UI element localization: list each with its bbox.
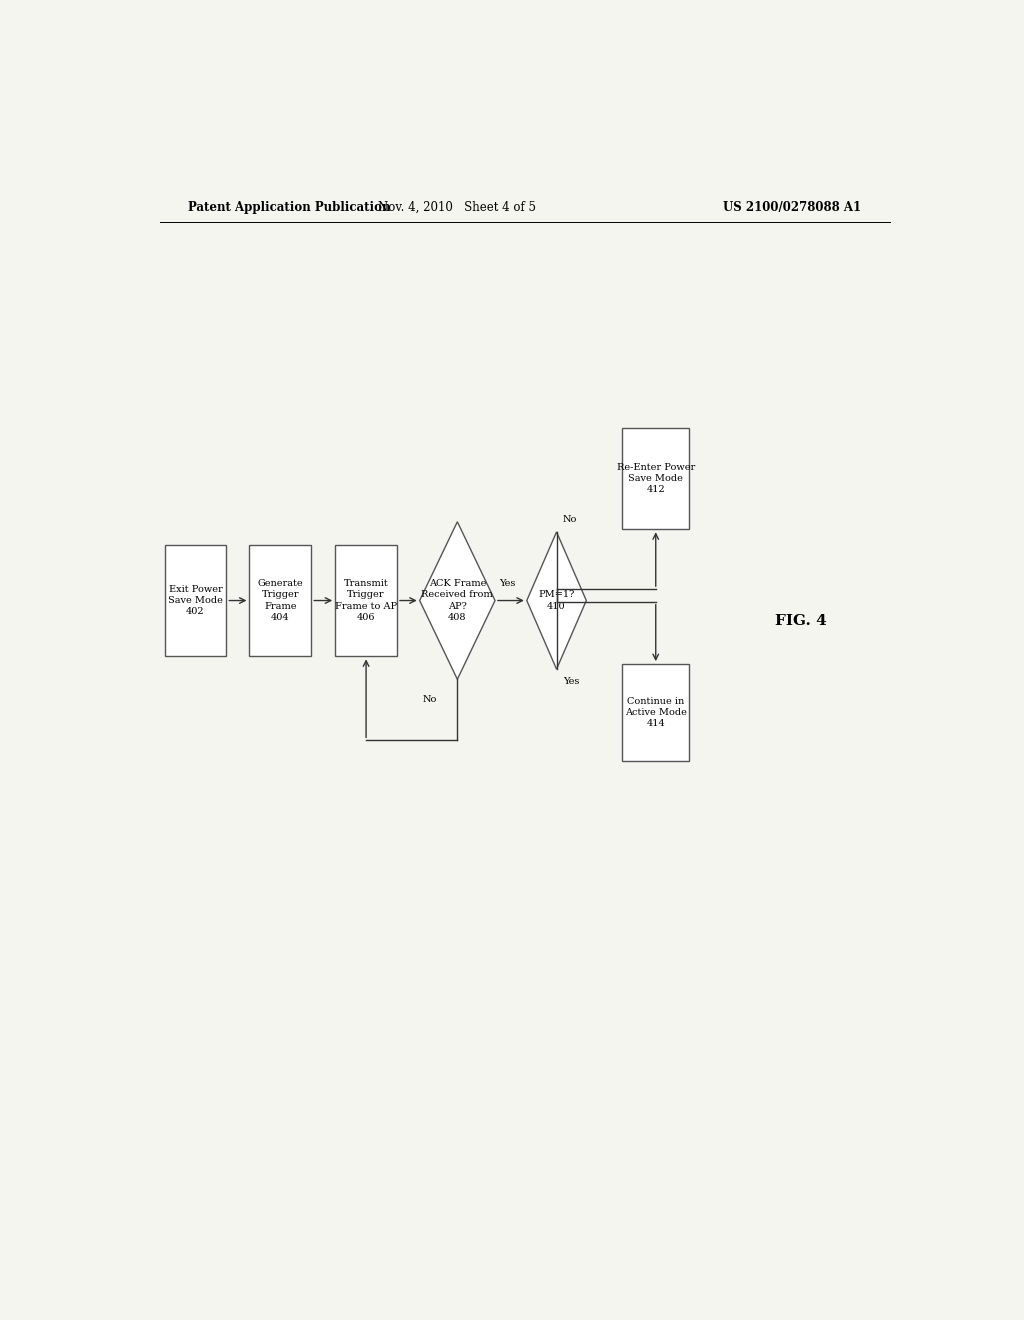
Bar [335, 545, 397, 656]
Text: Generate
Trigger
Frame
404: Generate Trigger Frame 404 [258, 579, 303, 622]
Text: US 2100/0278088 A1: US 2100/0278088 A1 [723, 201, 861, 214]
Text: Yes: Yes [499, 579, 515, 589]
Text: Transmit
Trigger
Frame to AP
406: Transmit Trigger Frame to AP 406 [335, 579, 397, 622]
Text: ACK Frame
Received from
AP?
408: ACK Frame Received from AP? 408 [422, 579, 494, 622]
Text: Exit Power
Save Mode
402: Exit Power Save Mode 402 [168, 585, 223, 616]
Bar [165, 545, 226, 656]
Bar [250, 545, 311, 656]
Text: Nov. 4, 2010   Sheet 4 of 5: Nov. 4, 2010 Sheet 4 of 5 [378, 201, 537, 214]
Text: Patent Application Publication: Patent Application Publication [187, 201, 390, 214]
Bar [622, 664, 689, 760]
Text: FIG. 4: FIG. 4 [775, 614, 826, 628]
Text: Yes: Yes [563, 677, 580, 686]
Text: No: No [563, 515, 578, 524]
Text: Re-Enter Power
Save Mode
412: Re-Enter Power Save Mode 412 [616, 463, 695, 494]
Text: Continue in
Active Mode
414: Continue in Active Mode 414 [625, 697, 687, 727]
Polygon shape [526, 532, 587, 669]
Bar [622, 428, 689, 529]
Text: PM=1?
410: PM=1? 410 [539, 590, 574, 611]
Polygon shape [420, 521, 495, 680]
Text: No: No [422, 694, 437, 704]
